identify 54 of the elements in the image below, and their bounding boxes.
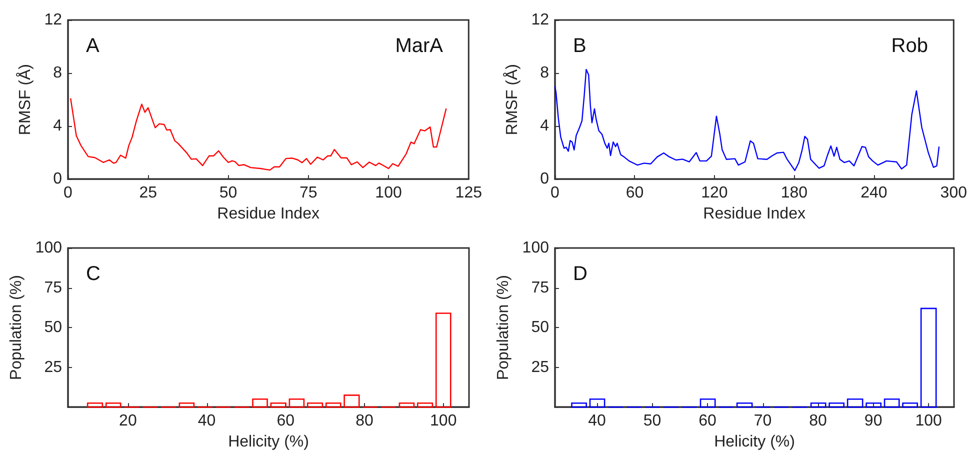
annotation: MarA — [395, 35, 444, 57]
y-tick-label: 100 — [522, 240, 550, 256]
y-tick-label: 8 — [53, 64, 62, 82]
x-tick-label: 60 — [698, 412, 717, 430]
x-tick-label: 60 — [626, 184, 644, 202]
y-tick-label: 25 — [44, 358, 62, 376]
y-tick-label: 75 — [44, 279, 62, 296]
y-tick-label: 12 — [44, 12, 62, 28]
y-tick-label: 100 — [35, 240, 62, 256]
x-tick-label: 90 — [864, 412, 882, 430]
line-series — [70, 98, 447, 171]
x-axis-title: Helicity (%) — [714, 434, 795, 450]
x-tick-label: 80 — [809, 412, 828, 430]
y-tick-label: 75 — [531, 279, 550, 296]
x-axis-title: Helicity (%) — [228, 434, 309, 450]
annotation: C — [86, 263, 100, 285]
y-tick-label: 4 — [540, 118, 550, 135]
x-axis-title: Residue Index — [703, 206, 806, 222]
x-tick-label: 100 — [375, 184, 402, 202]
y-axis-title: Population (%) — [494, 275, 512, 380]
y-tick-label: 12 — [531, 12, 550, 28]
x-tick-label: 100 — [915, 412, 942, 430]
x-tick-label: 125 — [455, 184, 482, 202]
x-tick-label: 50 — [643, 412, 662, 430]
y-tick-label: 50 — [44, 319, 62, 336]
x-tick-label: 25 — [139, 184, 158, 202]
x-tick-label: 180 — [780, 184, 808, 202]
x-tick-label: 40 — [198, 412, 216, 430]
x-tick-label: 300 — [940, 184, 968, 202]
line-series — [554, 68, 940, 172]
x-tick-label: 120 — [701, 184, 728, 202]
x-tick-label: 70 — [754, 412, 772, 430]
y-tick-label: 8 — [540, 64, 550, 82]
annotation: A — [86, 35, 100, 57]
y-axis-title: Population (%) — [8, 275, 25, 380]
x-axis-title: Residue Index — [217, 206, 320, 222]
x-tick-label: 100 — [430, 412, 457, 430]
x-tick-label: 20 — [119, 412, 137, 430]
y-tick-label: 50 — [531, 319, 550, 336]
x-tick-label: 75 — [299, 184, 318, 202]
annotation: D — [573, 263, 588, 285]
x-tick-label: 50 — [219, 184, 238, 202]
y-tick-label: 0 — [53, 170, 62, 188]
x-tick-label: 60 — [276, 412, 295, 430]
x-tick-label: 40 — [588, 412, 606, 430]
annotation: Rob — [891, 35, 928, 57]
x-tick-label: 240 — [860, 184, 888, 202]
y-tick-label: 25 — [531, 358, 550, 376]
y-tick-label: 4 — [53, 118, 62, 135]
x-tick-label: 80 — [356, 412, 374, 430]
y-axis-title: RMSF (Å) — [502, 64, 521, 136]
y-axis-title: RMSF (Å) — [16, 64, 34, 136]
y-tick-label: 0 — [540, 170, 550, 188]
annotation: B — [573, 35, 586, 57]
